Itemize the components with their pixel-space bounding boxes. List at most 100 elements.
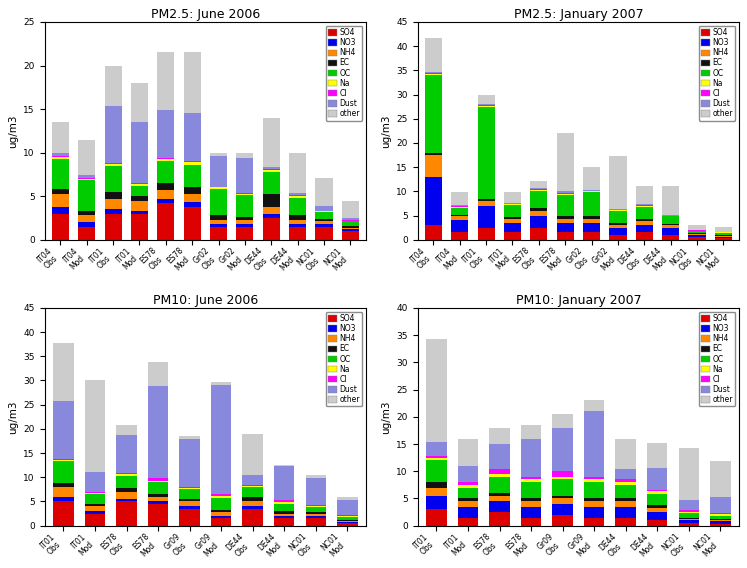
Bar (210, 220, 227, 224)
Bar (210, 227, 227, 240)
Bar (105, 209, 122, 214)
Bar (117, 488, 137, 492)
Bar (610, 211, 627, 223)
Bar (274, 516, 294, 519)
Bar (584, 499, 604, 501)
Bar (337, 520, 358, 521)
Bar (458, 501, 478, 507)
Bar (427, 458, 447, 460)
Bar (521, 507, 542, 517)
Bar (263, 214, 280, 218)
Bar (504, 218, 521, 219)
Title: PM2.5: June 2006: PM2.5: June 2006 (151, 8, 260, 21)
Bar (610, 228, 627, 235)
Bar (243, 487, 263, 496)
Bar (337, 521, 358, 523)
Bar (274, 504, 294, 511)
Bar (131, 214, 148, 240)
Bar (710, 461, 731, 497)
Bar (179, 438, 200, 487)
Bar (451, 192, 468, 206)
Bar (236, 158, 253, 193)
Bar (236, 193, 253, 194)
Bar (243, 496, 263, 502)
Y-axis label: ug/m3: ug/m3 (7, 114, 18, 148)
Bar (583, 167, 600, 190)
Bar (263, 170, 280, 172)
Bar (647, 494, 668, 505)
Bar (52, 194, 69, 207)
Bar (105, 65, 122, 106)
Legend: SO4, NO3, NH4, EC, OC, Na, Cl, Dust, other: SO4, NO3, NH4, EC, OC, Na, Cl, Dust, oth… (326, 26, 362, 120)
Bar (710, 514, 731, 516)
Bar (274, 500, 294, 503)
Bar (552, 479, 573, 496)
Bar (84, 511, 105, 513)
Bar (184, 202, 201, 207)
Bar (342, 226, 359, 228)
Bar (636, 206, 653, 207)
Bar (583, 219, 600, 223)
Bar (263, 166, 280, 169)
Bar (211, 509, 232, 512)
Bar (211, 512, 232, 516)
Bar (52, 189, 69, 194)
Bar (521, 477, 542, 479)
Bar (184, 161, 201, 162)
Bar (84, 473, 105, 492)
Bar (616, 507, 636, 517)
Bar (306, 506, 326, 507)
Bar (477, 107, 495, 199)
Bar (263, 118, 280, 166)
Bar (458, 517, 478, 525)
Bar (243, 475, 263, 485)
Bar (647, 508, 668, 512)
Bar (52, 156, 69, 157)
Bar (342, 222, 359, 226)
Y-axis label: ug/m3: ug/m3 (7, 400, 18, 433)
Bar (243, 485, 263, 486)
Bar (477, 201, 495, 206)
Bar (263, 194, 280, 207)
Bar (52, 158, 69, 189)
Bar (263, 172, 280, 194)
Bar (647, 490, 668, 491)
Bar (662, 225, 679, 228)
Bar (243, 502, 263, 506)
Bar (610, 210, 627, 211)
Bar (78, 222, 96, 227)
Bar (53, 343, 74, 401)
Bar (52, 153, 69, 156)
Bar (678, 520, 699, 523)
Bar (117, 502, 137, 525)
Bar (210, 189, 227, 215)
Bar (289, 215, 306, 220)
Legend: SO4, NO3, NH4, EC, OC, Na, Cl, Dust, other: SO4, NO3, NH4, EC, OC, Na, Cl, Dust, oth… (699, 312, 735, 407)
Legend: SO4, NO3, NH4, EC, OC, Na, Cl, Dust, other: SO4, NO3, NH4, EC, OC, Na, Cl, Dust, oth… (326, 312, 362, 407)
Title: PM10: January 2007: PM10: January 2007 (515, 294, 641, 307)
Bar (274, 503, 294, 504)
Bar (342, 228, 359, 229)
Bar (306, 478, 326, 505)
Bar (710, 521, 731, 524)
Bar (243, 509, 263, 525)
Bar (158, 203, 174, 240)
Bar (105, 166, 122, 192)
Bar (315, 211, 332, 212)
Bar (710, 524, 731, 525)
Bar (184, 186, 201, 194)
Bar (315, 219, 332, 222)
Bar (53, 487, 74, 496)
Bar (425, 153, 442, 155)
Bar (636, 204, 653, 206)
Bar (636, 232, 653, 240)
Bar (427, 509, 447, 525)
Bar (342, 220, 359, 222)
Bar (105, 192, 122, 199)
Bar (289, 224, 306, 227)
Bar (636, 186, 653, 204)
Bar (211, 385, 232, 494)
Bar (427, 496, 447, 509)
Bar (427, 487, 447, 496)
Bar (647, 520, 668, 525)
